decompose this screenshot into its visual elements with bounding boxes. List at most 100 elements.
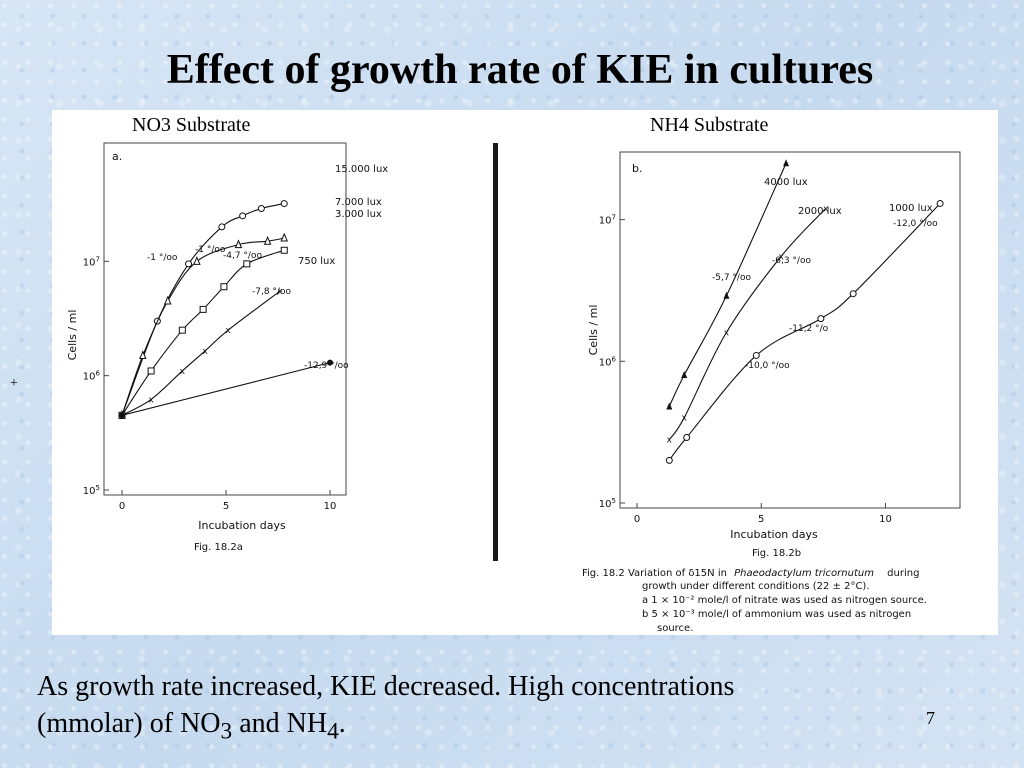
chart-a-data-point [239,212,247,220]
nh4-substrate-label: NH4 Substrate [650,114,769,136]
no3-subscript: 3 [220,718,233,745]
chart-a-data-point [280,246,288,254]
caption-tail: during [887,568,919,579]
chart-b-ytick-label: 107 [599,214,616,227]
chart-b-data-point: x [724,328,730,338]
chart-b-xtick-label: 10 [879,514,892,525]
chart-a-data-point [164,295,172,305]
chart-b-data-point [817,315,825,323]
edge-marker: + [10,376,18,391]
chart-b-data-point: x [667,436,673,446]
chart-b: b. Cells / ml Incubation days Fig. 18.2b… [582,151,961,634]
chart-a-data-point [119,412,125,419]
chart-a-data-point: x [277,287,283,297]
chart-b-xlabel: Incubation days [730,528,818,541]
chart-b-annotation: -5,7 °/oo [712,273,751,283]
chart-b-data-point [783,159,790,167]
chart-a-xtick-label: 5 [223,501,229,512]
chart-a-xtick-label: 0 [119,501,125,512]
chart-a-legend-label: 15.000 lux [335,164,388,175]
chart-a-series-line [121,249,285,416]
figure-panel: NO3 Substrate NH4 Substrate a. Cells / m… [52,110,998,635]
chart-b-series-line [668,162,787,407]
chart-a-ytick-label: 105 [83,484,100,497]
bottom-line-1: As growth rate increased, KIE decreased.… [37,671,735,702]
figure-svg: a. Cells / ml Incubation days Fig. 18.2a… [66,142,961,634]
chart-a-xlabel: Incubation days [198,519,286,532]
chart-b-series: x x x x x [665,159,944,464]
chart-b-data-point: x [823,204,829,214]
caption-species: Phaeodactylum tricornutum [734,568,874,579]
chart-a-data-point [280,200,288,208]
chart-a-data-point [327,359,333,366]
chart-a-data-point: x [225,326,231,336]
bottom-text: As growth rate increased, KIE decreased.… [37,668,937,751]
chart-b-annotations: -5,7 °/oo -6,3 °/oo -12,0 °/oo -11,2 °/o -10… [712,219,938,371]
chart-a-data-point [280,232,288,242]
chart-a-data-point [178,326,186,334]
chart-a-data-point [257,204,265,212]
chart-a-series-line [121,362,331,416]
bottom-line-2-mid: and NH [232,708,328,739]
chart-b-annotation: -6,3 °/oo [772,256,811,266]
chart-b-legend-label: 1000 lux [889,203,933,214]
chart-b-xtick-label: 0 [634,514,640,525]
chart-a-data-point [193,256,201,265]
chart-b-data-point [683,433,691,441]
chart-b-annotation: -12,0 °/oo [893,219,938,229]
caption-lead: Fig. 18.2 Variation of δ15N in [582,568,727,579]
chart-a-letter: a. [112,150,122,163]
chart-b-data-point: x [778,252,784,262]
chart-b-data-point [936,199,944,207]
chart-b-data-point [681,371,688,379]
chart-b-annotation: -10,0 °/oo [745,361,790,371]
chart-b-xtick-label: 5 [758,514,764,525]
caption-line-1: Fig. 18.2 Variation of δ15N in Phaeodact… [582,568,919,579]
chart-b-legend-label: 2000 lux [798,206,842,217]
chart-a-data-point [243,260,251,268]
chart-a-annotation: -7,8 °/oo [252,287,291,297]
chart-a-legend-label: 7.000 lux [335,197,382,208]
chart-a-series-line [121,237,285,416]
chart-a-data-point: x [148,395,154,405]
caption-line-5: source. [657,623,693,634]
chart-a-data-point [234,239,243,249]
chart-a-data-point [139,350,147,360]
chart-a-ylabel: Cells / ml [66,310,79,361]
chart-a-data-point [185,260,193,268]
chart-a-series: xxxxxx [118,200,333,421]
caption-line-4: b 5 × 10⁻³ mole/l of ammonium was used a… [642,609,911,620]
chart-b-data-point [752,351,760,359]
chart-a-caption: Fig. 18.2a [194,542,243,553]
bottom-line-2-prefix: (mmolar) of NO [37,708,221,739]
chart-b-data-point: x [682,414,688,424]
chart-a: a. Cells / ml Incubation days Fig. 18.2a… [66,142,388,553]
chart-b-caption-block: Fig. 18.2 Variation of δ15N in Phaeodact… [582,568,927,634]
caption-line-3: a 1 × 10⁻² mole/l of nitrate was used as… [642,595,927,606]
chart-a-annotation: -12,9 °/oo [304,361,349,371]
chart-b-frame [619,151,961,509]
chart-b-annotation: -11,2 °/o [789,324,829,334]
chart-b-letter: b. [632,162,642,175]
chart-a-ytick-label: 107 [83,255,100,268]
slide-title: Effect of growth rate of KIE in cultures [166,47,874,93]
chart-b-series-line [668,208,827,440]
chart-a-xtick-label: 10 [324,501,337,512]
caption-line-2: growth under different conditions (22 ± … [642,581,870,592]
chart-b-data-point [849,290,857,298]
chart-a-ytick-label: 106 [83,370,101,383]
nh4-subscript: 4 [327,718,339,745]
chart-b-data-point [723,291,730,299]
chart-a-data-point: x [180,367,186,377]
chart-a-frame [103,142,347,496]
chart-b-ytick-label: 105 [599,497,616,510]
slide-number: 7 [926,708,935,728]
chart-a-annotation: -4,7 °/oo [223,251,262,261]
chart-a-data-point [263,235,272,245]
chart-b-legend: 4000 lux 2000 lux 1000 lux [764,177,933,217]
chart-a-data-point [199,305,207,313]
chart-a-annotation: -1 °/oo [147,253,178,263]
chart-a-series-line [121,290,281,416]
chart-b-data-point [666,402,673,410]
